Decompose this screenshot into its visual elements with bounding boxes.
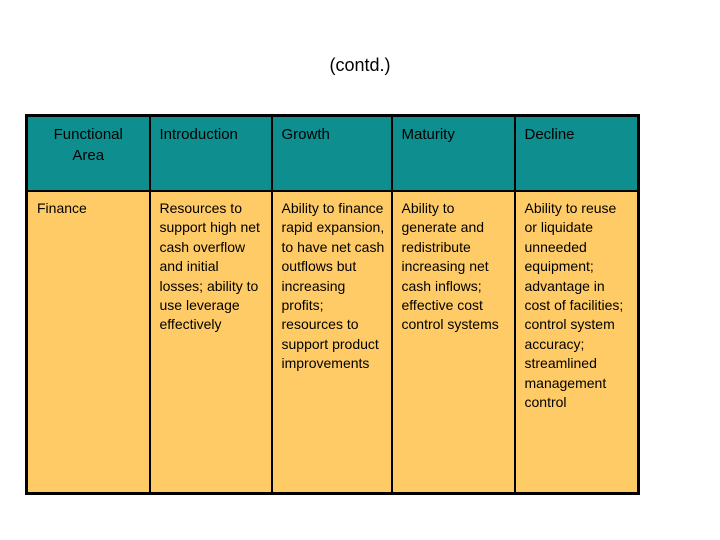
table-row-finance: Finance Resources to support high net ca… <box>25 190 640 495</box>
column-header-decline: Decline <box>513 114 640 192</box>
cell-functional-area: Finance <box>25 190 151 495</box>
column-header-growth: Growth <box>270 114 393 192</box>
cell-introduction: Resources to support high net cash overf… <box>148 190 273 495</box>
cell-maturity: Ability to generate and redistribute inc… <box>390 190 516 495</box>
column-header-maturity: Maturity <box>390 114 516 192</box>
column-header-introduction: Introduction <box>148 114 273 192</box>
column-header-functional-area: Functional Area <box>25 114 151 192</box>
table-header-row: Functional Area Introduction Growth Matu… <box>25 114 640 192</box>
functional-area-lifecycle-table: Functional Area Introduction Growth Matu… <box>25 114 640 495</box>
slide-title: (contd.) <box>329 55 391 75</box>
cell-decline: Ability to reuse or liquidate unneeded e… <box>513 190 640 495</box>
cell-growth: Ability to finance rapid expansion, to h… <box>270 190 393 495</box>
